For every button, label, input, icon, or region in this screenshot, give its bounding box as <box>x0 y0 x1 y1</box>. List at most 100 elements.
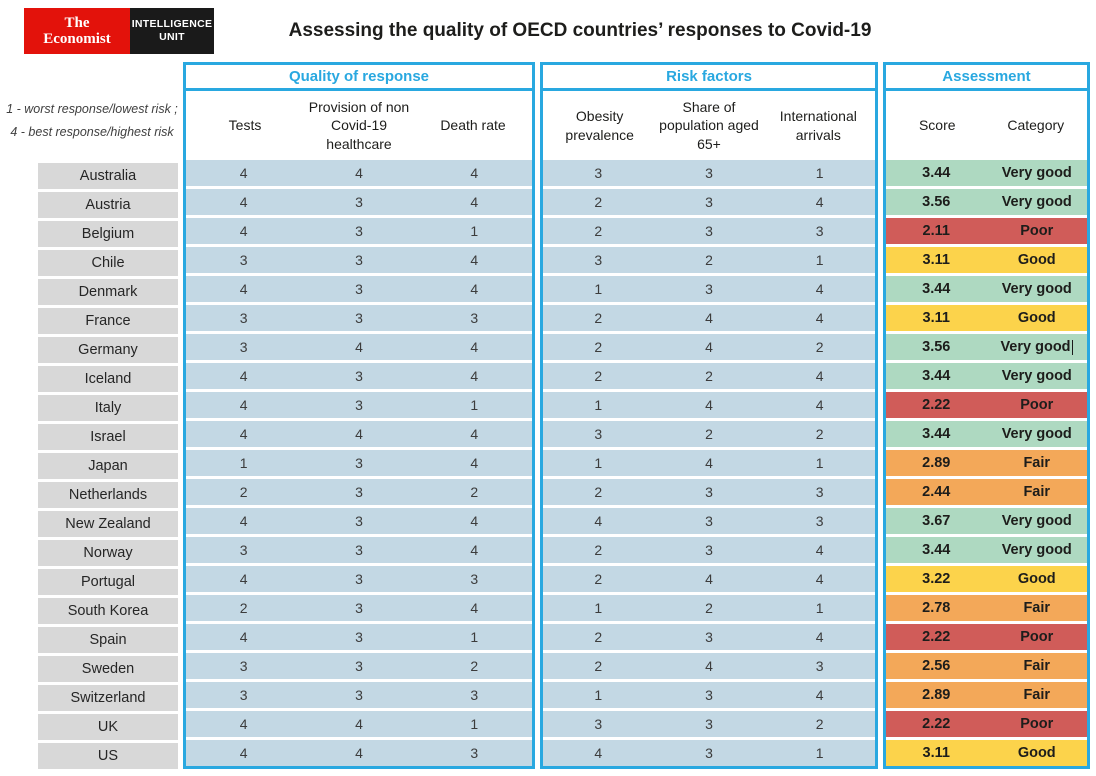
assessment-table: Australia Austria Belgium Chile Denmark … <box>38 62 1090 769</box>
provision-value: 4 <box>355 339 363 355</box>
intl-arrivals-value: 4 <box>815 281 824 297</box>
assessment-row: 2.89 Fair <box>886 450 1087 476</box>
assessment-row: 3.44 Very good <box>886 276 1087 302</box>
country-label: New Zealand <box>38 511 178 537</box>
country-label: Germany <box>38 337 178 363</box>
category-value: Good <box>987 571 1088 587</box>
table-row: 3 3 4 <box>186 537 532 563</box>
category-value: Good <box>987 745 1088 761</box>
table-row: 3 4 4 <box>186 334 532 360</box>
table-row: 3 3 4 <box>186 247 532 273</box>
aged-65-value: 4 <box>705 339 713 355</box>
table-row: 1 3 4 <box>186 450 532 476</box>
tests-value: 3 <box>239 339 248 355</box>
obesity-value: 1 <box>594 455 603 471</box>
aged-65-value: 2 <box>705 600 713 616</box>
category-value: Very good <box>987 165 1088 181</box>
score-value: 3.44 <box>922 368 951 384</box>
table-row: 3 3 2 <box>543 711 875 737</box>
provision-value: 3 <box>355 600 363 616</box>
death-rate-value: 3 <box>470 310 479 326</box>
aged-65-value: 3 <box>705 194 713 210</box>
country-label: South Korea <box>38 598 178 624</box>
intl-arrivals-value: 4 <box>815 397 824 413</box>
category-label: Very good <box>1001 165 1072 181</box>
economist-logo: The Economist <box>24 8 130 54</box>
provision-value: 3 <box>355 455 363 471</box>
obesity-value: 4 <box>594 745 603 761</box>
table-row: 4 3 4 <box>186 276 532 302</box>
intl-arrivals-value: 1 <box>815 745 824 761</box>
table-row: 4 3 1 <box>186 624 532 650</box>
quality-subheaders: Tests Provision of non Covid-19 healthca… <box>186 91 532 160</box>
obesity-value: 3 <box>594 716 603 732</box>
group-title-quality: Quality of response <box>186 65 532 91</box>
rating-scale-note: 1 - worst response/lowest risk ; 4 - bes… <box>6 102 178 148</box>
risk-subheaders: Obesity prevalence Share of population a… <box>543 91 875 160</box>
aged-65-value: 3 <box>705 281 713 297</box>
aged-65-value: 3 <box>705 484 713 500</box>
country-label: Italy <box>38 395 178 421</box>
tests-value: 4 <box>239 629 248 645</box>
country-label: Belgium <box>38 221 178 247</box>
provision-value: 3 <box>355 310 363 326</box>
category-value: Very good <box>987 194 1088 210</box>
country-label: Spain <box>38 627 178 653</box>
tests-value: 3 <box>239 252 248 268</box>
intelligence-unit-logo: INTELLIGENCE UNIT <box>130 8 214 54</box>
intl-arrivals-value: 2 <box>815 339 824 355</box>
intl-arrivals-value: 3 <box>815 658 824 674</box>
obesity-value: 2 <box>594 484 603 500</box>
tests-value: 3 <box>239 687 248 703</box>
category-label: Fair <box>1023 600 1051 616</box>
country-label: Denmark <box>38 279 178 305</box>
provision-value: 4 <box>355 745 363 761</box>
death-rate-value: 4 <box>470 426 479 442</box>
country-column: Australia Austria Belgium Chile Denmark … <box>38 62 178 769</box>
death-rate-value: 1 <box>470 629 479 645</box>
category-value: Fair <box>987 658 1088 674</box>
category-value: Very good <box>987 339 1088 355</box>
obesity-value: 2 <box>594 368 603 384</box>
country-label: Austria <box>38 192 178 218</box>
tests-value: 4 <box>239 745 248 761</box>
page-title: Assessing the quality of OECD countries’… <box>288 20 872 41</box>
tests-value: 4 <box>239 397 248 413</box>
assessment-row: 2.56 Fair <box>886 653 1087 679</box>
provision-value: 3 <box>355 571 363 587</box>
category-label: Fair <box>1023 455 1051 471</box>
score-value: 2.78 <box>922 600 951 616</box>
tests-value: 4 <box>239 571 248 587</box>
assessment-row: 2.22 Poor <box>886 711 1087 737</box>
category-label: Poor <box>1020 716 1054 732</box>
death-rate-value: 2 <box>470 484 479 500</box>
table-row: 2 3 3 <box>543 479 875 505</box>
category-label: Very good <box>1001 426 1072 442</box>
score-value: 3.11 <box>922 310 950 326</box>
assessment-row: 2.22 Poor <box>886 624 1087 650</box>
tests-value: 1 <box>239 455 248 471</box>
assessment-row: 3.11 Good <box>886 305 1087 331</box>
logo-line: The <box>64 14 90 31</box>
aged-65-value: 3 <box>705 745 713 761</box>
score-value: 3.56 <box>922 339 951 355</box>
table-row: 4 3 4 <box>186 363 532 389</box>
table-row: 2 3 4 <box>543 189 875 215</box>
death-rate-value: 4 <box>470 194 479 210</box>
intl-arrivals-value: 1 <box>815 455 824 471</box>
score-value: 2.89 <box>922 455 951 471</box>
aged-65-value: 2 <box>705 252 713 268</box>
country-label: Japan <box>38 453 178 479</box>
obesity-value: 2 <box>594 194 603 210</box>
category-value: Very good <box>987 281 1088 297</box>
country-label: Norway <box>38 540 178 566</box>
score-value: 3.44 <box>922 542 951 558</box>
column-header-aged-65: Share of population aged 65+ <box>659 99 759 152</box>
assessment-row: 3.22 Good <box>886 566 1087 592</box>
scale-note-line2: 4 - best response/highest risk <box>10 125 174 139</box>
category-label: Good <box>1017 310 1056 326</box>
assessment-row: 3.56 Very good <box>886 189 1087 215</box>
logo-line: INTELLIGENCE <box>131 17 213 30</box>
category-value: Fair <box>987 484 1088 500</box>
country-label: US <box>38 743 178 769</box>
